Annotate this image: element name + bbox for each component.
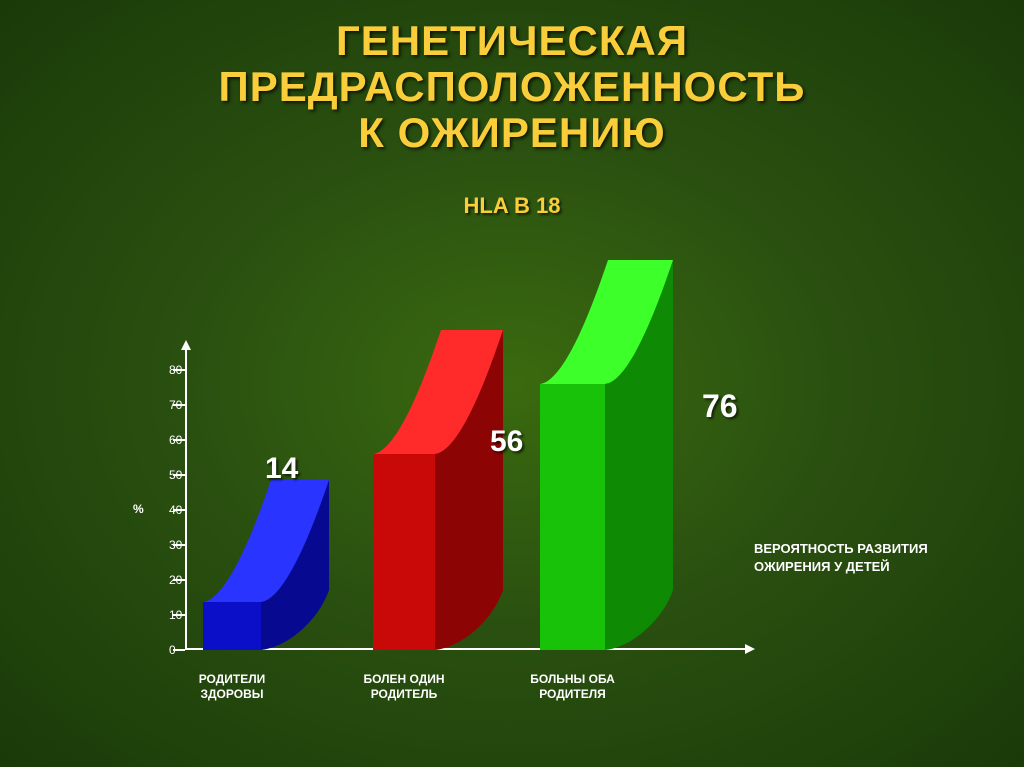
chart-subtitle: HLA B 18 xyxy=(0,193,1024,219)
slide-title: ГЕНЕТИЧЕСКАЯ ПРЕДРАСПОЛОЖЕННОСТЬ К ОЖИРЕ… xyxy=(0,0,1024,157)
bar-category-label: РОДИТЕЛИ ЗДОРОВЫ xyxy=(199,672,266,702)
bar-value-label-2: 76 xyxy=(702,388,738,425)
y-axis xyxy=(185,350,187,650)
bar-category-label: БОЛЬНЫ ОБА РОДИТЕЛЯ xyxy=(530,672,615,702)
legend-text: ВЕРОЯТНОСТЬ РАЗВИТИЯ ОЖИРЕНИЯ У ДЕТЕЙ xyxy=(754,540,984,575)
bar-category-label: БОЛЕН ОДИН РОДИТЕЛЬ xyxy=(363,672,444,702)
title-line-1: ГЕНЕТИЧЕСКАЯ xyxy=(336,17,688,64)
legend-line-1: ВЕРОЯТНОСТЬ РАЗВИТИЯ xyxy=(754,541,928,556)
y-axis-title: % xyxy=(133,502,144,516)
bar-value-label-1: 56 xyxy=(490,425,523,459)
legend-line-2: ОЖИРЕНИЯ У ДЕТЕЙ xyxy=(754,559,890,574)
bar-chart: 01020304050607080 % РОДИТЕЛИ ЗДОРОВЫБОЛЕ… xyxy=(115,350,685,650)
bar-value-label-0: 14 xyxy=(265,452,298,486)
title-line-2: ПРЕДРАСПОЛОЖЕННОСТЬ xyxy=(219,63,806,110)
title-line-3: К ОЖИРЕНИЮ xyxy=(358,109,665,156)
